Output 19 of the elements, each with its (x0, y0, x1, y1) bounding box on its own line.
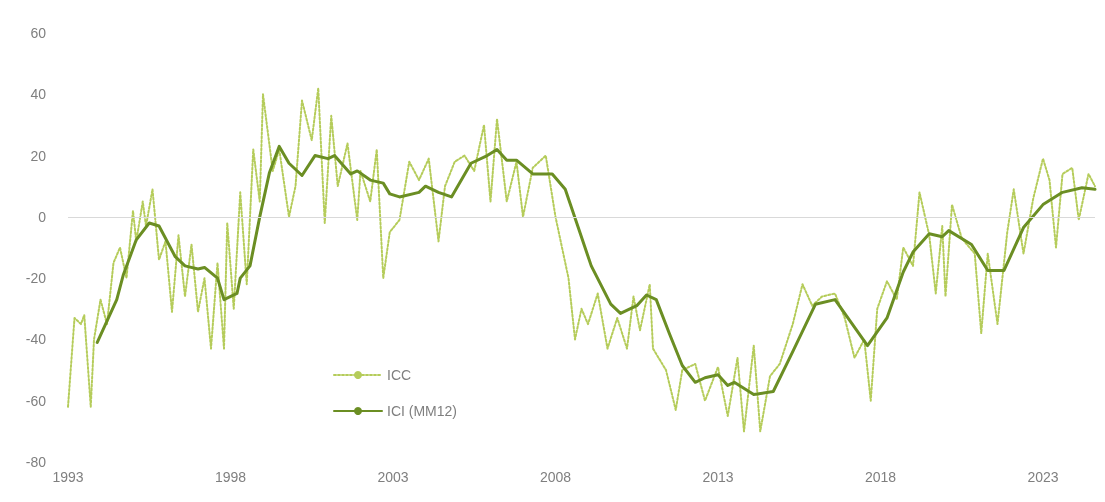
y-tick-label: -80 (25, 454, 47, 470)
y-tick-label: 40 (30, 86, 47, 103)
x-tick-label: 2008 (539, 469, 572, 485)
x-tick-label: 2018 (864, 469, 897, 485)
x-tick-label: 1993 (52, 469, 84, 485)
y-tick-label: -40 (25, 331, 47, 348)
legend-label: ICI (MM12) (387, 403, 457, 419)
y-tick-label: -60 (25, 392, 47, 409)
line-series (67, 87, 1096, 433)
y-tick-label: 20 (30, 147, 47, 164)
legend-label: ICC (387, 367, 412, 383)
y-tick-label: -20 (25, 270, 47, 287)
x-tick-label: 1998 (214, 469, 247, 485)
x-tick-label: 2013 (702, 469, 734, 485)
x-tick-label: 2023 (1027, 469, 1059, 485)
y-tick-label: 60 (30, 25, 47, 41)
y-tick-label: 0 (38, 208, 47, 225)
x-tick-label: 2003 (377, 469, 409, 485)
line-series (95, 144, 1097, 397)
